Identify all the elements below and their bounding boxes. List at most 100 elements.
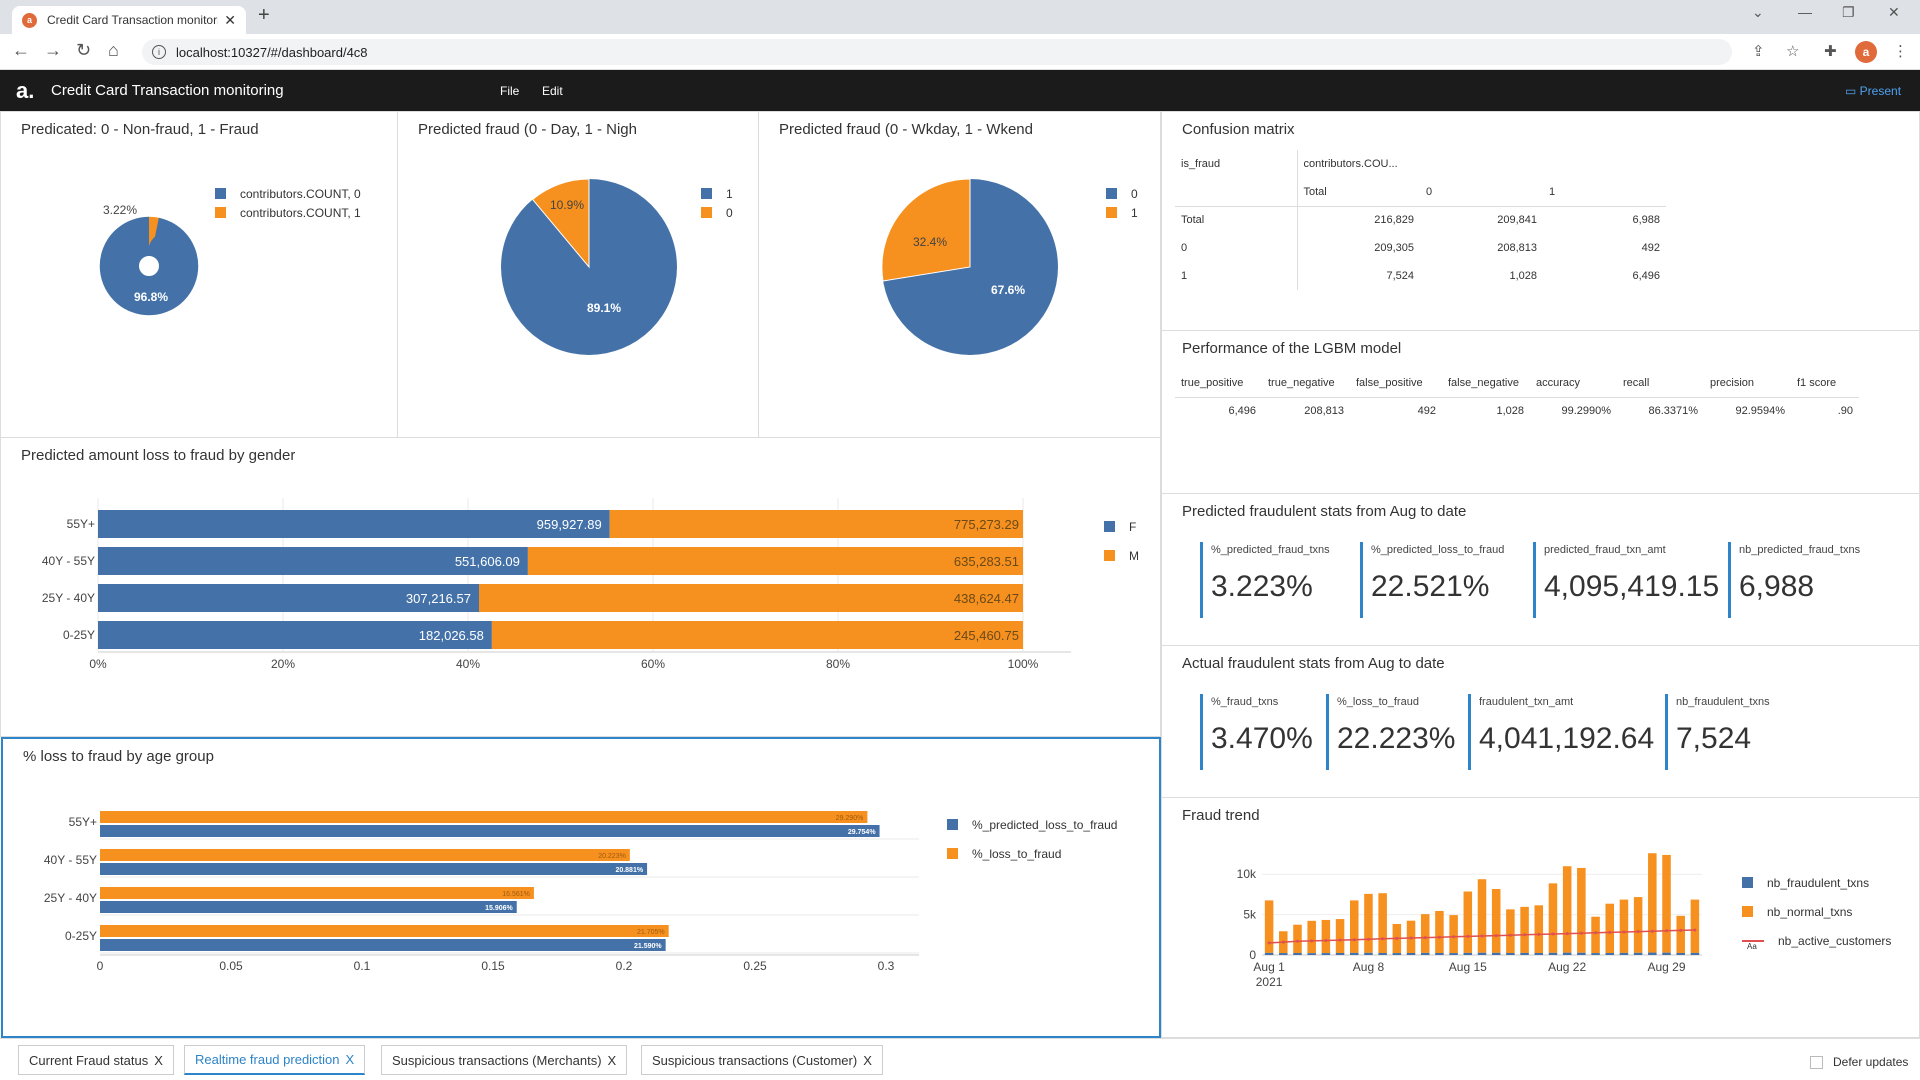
legend-item[interactable]: %_predicted_loss_to_fraud xyxy=(947,810,1117,839)
bar-fraud-txns[interactable] xyxy=(1520,952,1529,955)
point-active-customers[interactable] xyxy=(1296,939,1299,943)
bar-fraud-txns[interactable] xyxy=(1477,952,1487,955)
panel-fraud-trend[interactable]: Fraud trend 0 5k 10k Aug 1 Aug 8 Aug 15 Aug 22… xyxy=(1161,797,1920,1038)
point-active-customers[interactable] xyxy=(1423,936,1427,940)
point-active-customers[interactable] xyxy=(1537,932,1541,936)
table-row[interactable]: 1 7,524 1,028 6,496 xyxy=(1175,262,1666,290)
bookmark-star-icon[interactable]: ☆ xyxy=(1786,43,1800,60)
browser-tab[interactable]: a Credit Card Transaction monitori ✕ xyxy=(12,6,246,34)
legend-item[interactable]: contributors.COUNT, 1 xyxy=(215,203,361,222)
bar-fraud-txns[interactable] xyxy=(1279,953,1288,955)
bar-fraud-txns[interactable] xyxy=(1307,953,1316,955)
point-active-customers[interactable] xyxy=(1508,933,1512,937)
bar-fraud-txns[interactable] xyxy=(1662,952,1671,955)
point-active-customers[interactable] xyxy=(1480,934,1484,938)
bar-normal-txns[interactable] xyxy=(1364,893,1373,953)
menu-edit[interactable]: Edit xyxy=(542,84,563,98)
point-active-customers[interactable] xyxy=(1310,939,1314,943)
point-active-customers[interactable] xyxy=(1452,935,1456,939)
point-active-customers[interactable] xyxy=(1494,934,1498,938)
bar-predicted-loss[interactable] xyxy=(100,863,648,875)
bar-fraud-txns[interactable] xyxy=(1406,952,1416,955)
bar-normal-txns[interactable] xyxy=(1662,854,1671,953)
address-bar[interactable]: i localhost:10327/#/dashboard/4c8 xyxy=(142,39,1732,65)
bar-fraud-txns[interactable] xyxy=(1350,952,1359,955)
bar-fraud-txns[interactable] xyxy=(1435,952,1444,955)
bar-normal-txns[interactable] xyxy=(1591,916,1600,954)
site-info-icon[interactable]: i xyxy=(152,45,166,59)
bar-fraud-txns[interactable] xyxy=(1577,952,1586,955)
point-active-customers[interactable] xyxy=(1551,932,1555,936)
tab-suspicious-customer[interactable]: Suspicious transactions (Customer) X xyxy=(641,1045,883,1075)
bar-fraud-txns[interactable] xyxy=(1676,952,1685,955)
table-row[interactable]: 6,496 208,813 492 1,028 99.2990% 86.3371… xyxy=(1175,397,1859,425)
bar-predicted-loss[interactable] xyxy=(100,901,517,913)
bar-normal-txns[interactable] xyxy=(1435,910,1444,953)
bar-fraud-txns[interactable] xyxy=(1335,952,1345,955)
legend-item[interactable]: %_loss_to_fraud xyxy=(947,839,1117,868)
bar-loss[interactable] xyxy=(100,811,868,823)
bar-fraud-txns[interactable] xyxy=(1378,952,1387,955)
bar-normal-txns[interactable] xyxy=(1335,919,1345,953)
bar-m[interactable] xyxy=(479,584,1023,612)
bar-fraud-txns[interactable] xyxy=(1364,952,1373,955)
bar-fraud-txns[interactable] xyxy=(1463,952,1473,955)
browser-menu-icon[interactable]: ⋮ xyxy=(1893,43,1908,60)
close-icon[interactable]: X xyxy=(154,1052,163,1068)
bar-fraud-txns[interactable] xyxy=(1506,952,1515,955)
bar-fraud-txns[interactable] xyxy=(1420,952,1430,955)
profile-avatar[interactable]: a xyxy=(1855,41,1877,63)
legend-item[interactable]: 0 xyxy=(1106,184,1138,203)
point-active-customers[interactable] xyxy=(1665,929,1668,933)
bar-fraud-txns[interactable] xyxy=(1449,953,1458,955)
bar-normal-txns[interactable] xyxy=(1491,889,1501,953)
bar-normal-txns[interactable] xyxy=(1520,906,1529,953)
point-active-customers[interactable] xyxy=(1650,929,1654,933)
tab-realtime-fraud-prediction[interactable]: Realtime fraud prediction X xyxy=(184,1045,366,1075)
bar-normal-txns[interactable] xyxy=(1420,914,1430,953)
bar-m[interactable] xyxy=(527,547,1023,575)
point-active-customers[interactable] xyxy=(1579,931,1583,935)
close-icon[interactable]: X xyxy=(345,1052,355,1067)
legend-item[interactable]: F xyxy=(1104,512,1139,541)
table-row[interactable]: 0 209,305 208,813 492 xyxy=(1175,234,1666,262)
bar-loss[interactable] xyxy=(100,925,669,937)
panel-predicted-stats[interactable]: Predicted fraudulent stats from Aug to d… xyxy=(1161,493,1920,646)
legend-item[interactable]: M xyxy=(1104,541,1139,570)
bar-normal-txns[interactable] xyxy=(1321,919,1331,954)
bar-fraud-txns[interactable] xyxy=(1619,952,1629,955)
bar-normal-txns[interactable] xyxy=(1690,899,1700,953)
bar-normal-txns[interactable] xyxy=(1605,903,1614,953)
bar-fraud-txns[interactable] xyxy=(1605,952,1614,955)
bar-normal-txns[interactable] xyxy=(1534,905,1544,953)
bar-normal-txns[interactable] xyxy=(1449,915,1458,954)
bar-normal-txns[interactable] xyxy=(1648,853,1657,953)
present-button[interactable]: ▭ Present xyxy=(1845,84,1901,98)
restore-icon[interactable]: ❐ xyxy=(1842,4,1855,20)
point-active-customers[interactable] xyxy=(1324,939,1328,942)
bar-fraud-txns[interactable] xyxy=(1321,953,1331,955)
bar-fraud-txns[interactable] xyxy=(1491,952,1501,955)
menu-file[interactable]: File xyxy=(500,84,520,98)
close-tab-icon[interactable]: ✕ xyxy=(224,11,236,28)
point-active-customers[interactable] xyxy=(1352,938,1356,942)
legend-item[interactable]: Aa nb_active_customers xyxy=(1742,926,1891,955)
slice-1[interactable] xyxy=(881,178,971,282)
point-active-customers[interactable] xyxy=(1367,937,1370,941)
bar-fraud-txns[interactable] xyxy=(1648,952,1657,955)
bar-f[interactable] xyxy=(98,510,610,538)
legend-item[interactable]: 1 xyxy=(701,184,733,203)
bar-m[interactable] xyxy=(609,510,1023,538)
bar-normal-txns[interactable] xyxy=(1378,893,1387,953)
minimize-icon[interactable]: — xyxy=(1798,4,1812,20)
bar-fraud-txns[interactable] xyxy=(1534,952,1544,955)
bar-normal-txns[interactable] xyxy=(1633,897,1643,953)
home-icon[interactable]: ⌂ xyxy=(108,40,119,60)
point-active-customers[interactable] xyxy=(1594,931,1597,935)
bar-f[interactable] xyxy=(98,547,528,575)
point-active-customers[interactable] xyxy=(1437,935,1441,939)
legend-item[interactable]: 1 xyxy=(1106,203,1138,222)
point-active-customers[interactable] xyxy=(1622,930,1626,934)
point-active-customers[interactable] xyxy=(1608,930,1612,934)
point-active-customers[interactable] xyxy=(1381,937,1385,941)
